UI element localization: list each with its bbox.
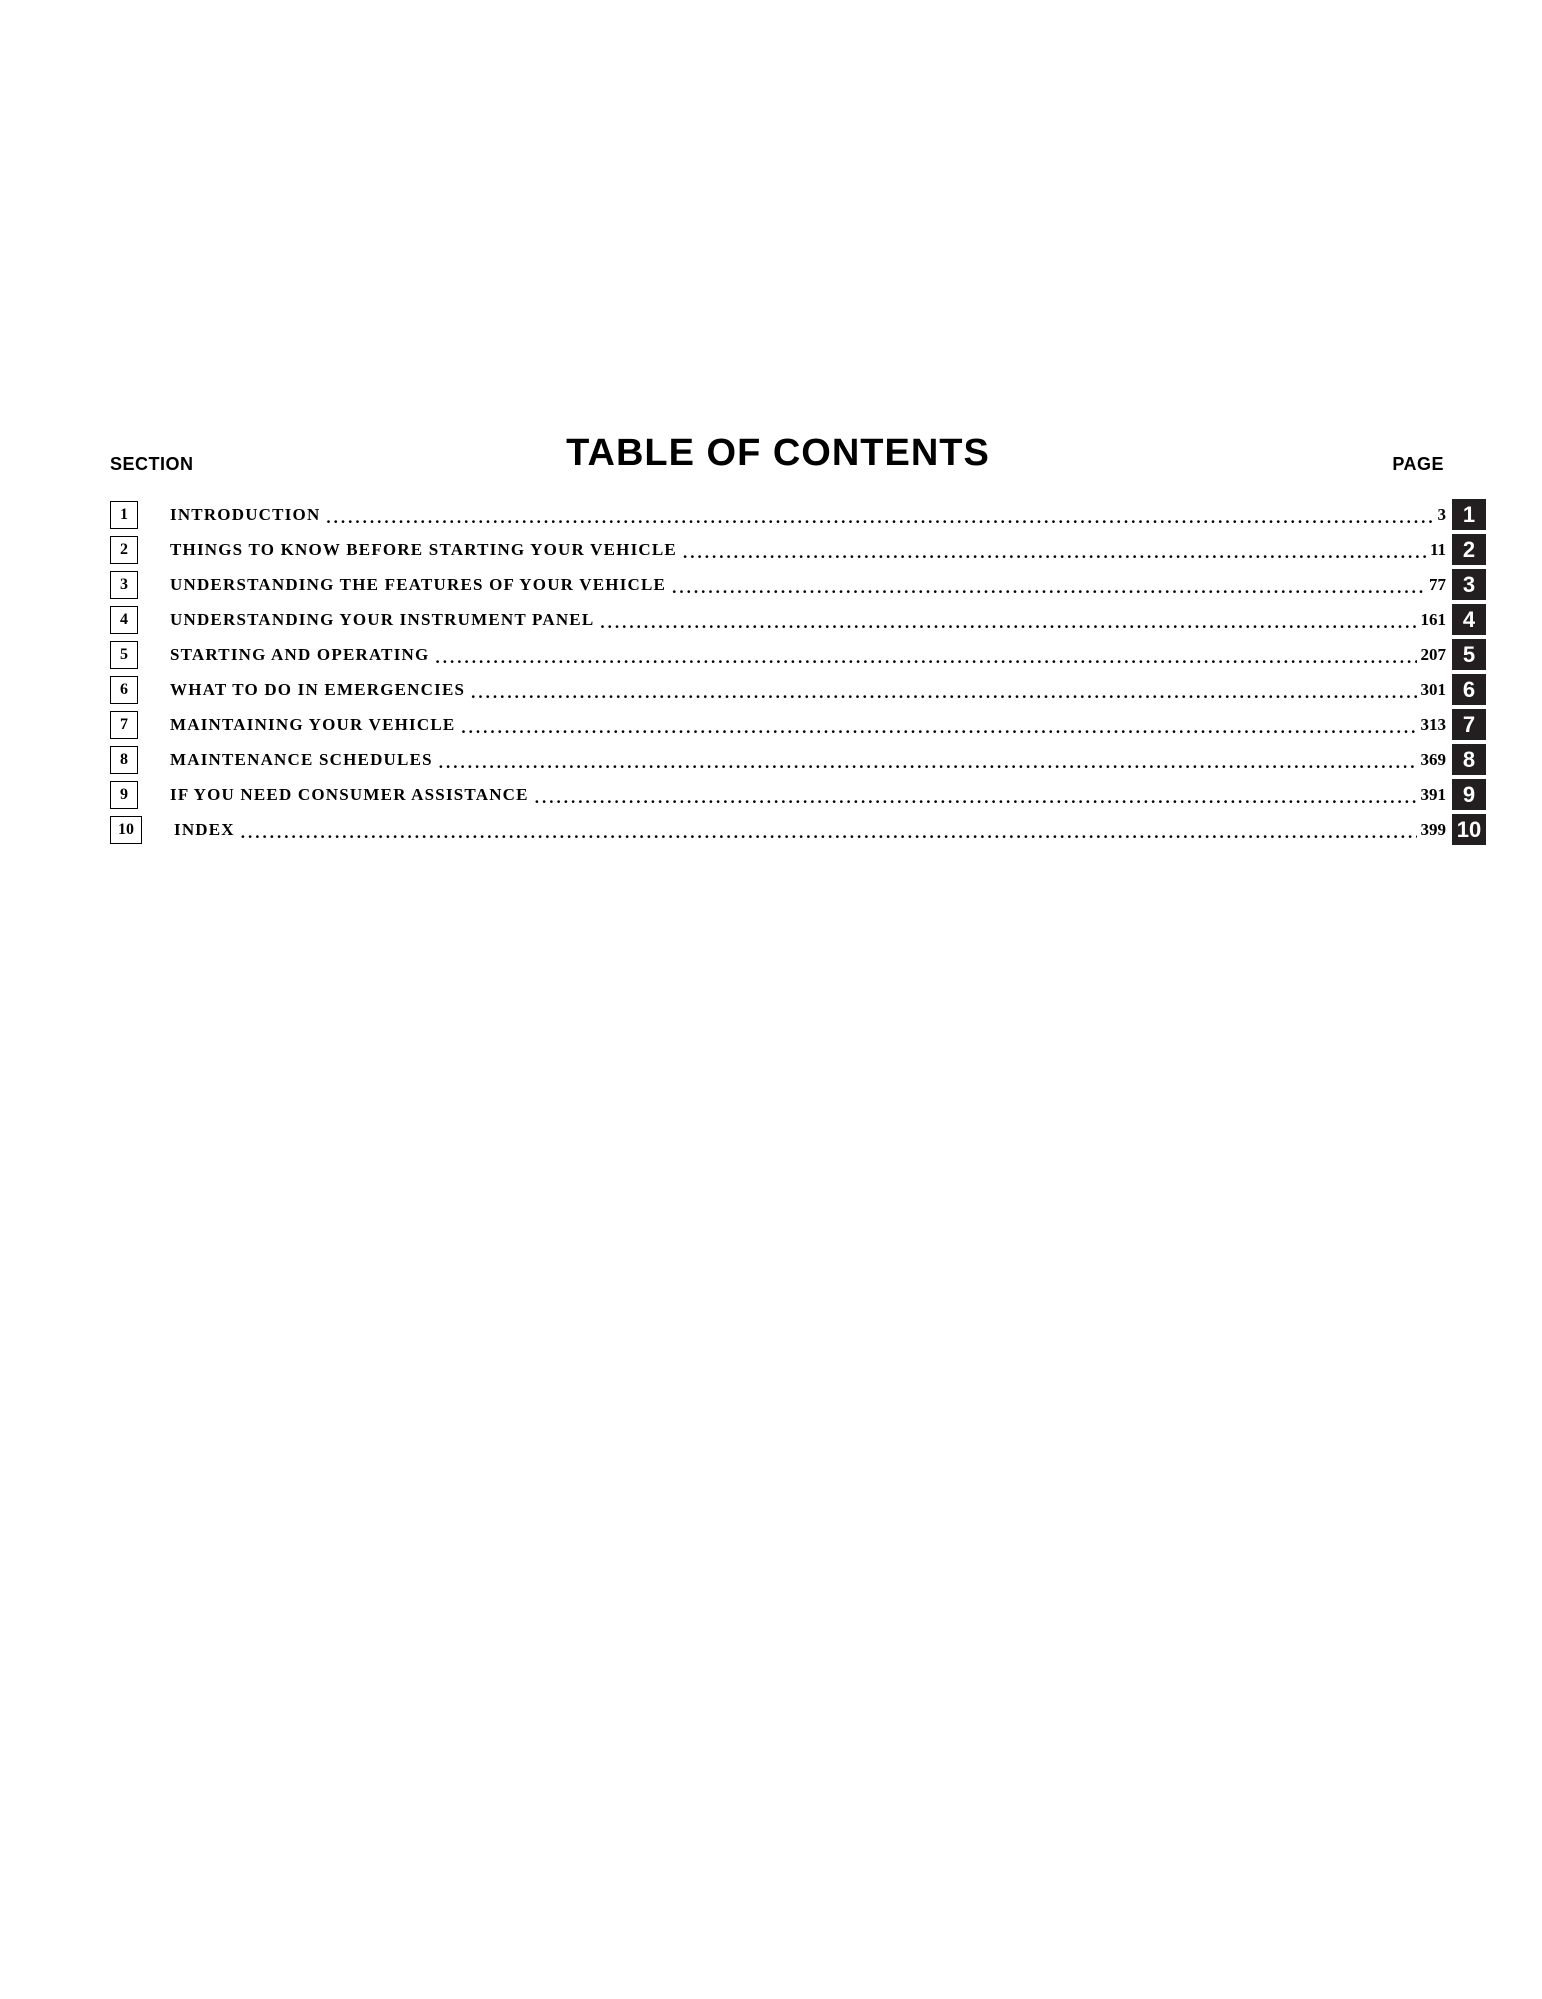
dot-leader: ........................................… — [429, 648, 1416, 668]
toc-entry-title: INDEX — [174, 820, 235, 840]
toc-row: 9 IF YOU NEED CONSUMER ASSISTANCE........… — [110, 777, 1486, 812]
toc-entry-title: UNDERSTANDING YOUR INSTRUMENT PANEL — [170, 610, 594, 630]
toc-row: 5 STARTING AND OPERATING.................… — [110, 637, 1486, 672]
dot-leader: ........................................… — [320, 508, 1433, 528]
toc-page-number: 77 — [1425, 575, 1452, 595]
section-number-box: 1 — [110, 501, 138, 529]
section-number-box: 8 — [110, 746, 138, 774]
section-tab: 10 — [1452, 814, 1486, 845]
section-tab: 7 — [1452, 709, 1486, 740]
page-title: TABLE OF CONTENTS — [230, 432, 1326, 475]
toc-row: 6 WHAT TO DO IN EMERGENCIES..............… — [110, 672, 1486, 707]
toc-page-number: 11 — [1426, 540, 1452, 560]
dot-leader: ........................................… — [465, 683, 1416, 703]
section-number-box: 2 — [110, 536, 138, 564]
dot-leader: ........................................… — [455, 718, 1416, 738]
section-number-box: 7 — [110, 711, 138, 739]
dot-leader: ........................................… — [677, 543, 1426, 563]
toc-page-number: 369 — [1417, 750, 1453, 770]
section-tab: 1 — [1452, 499, 1486, 530]
toc-entry-title: IF YOU NEED CONSUMER ASSISTANCE — [170, 785, 529, 805]
toc-entry-title: STARTING AND OPERATING — [170, 645, 429, 665]
toc-entry-title: MAINTAINING YOUR VEHICLE — [170, 715, 455, 735]
toc-row: 7 MAINTAINING YOUR VEHICLE...............… — [110, 707, 1486, 742]
section-number-box: 10 — [110, 816, 142, 844]
toc-entry-title: WHAT TO DO IN EMERGENCIES — [170, 680, 465, 700]
page-column-label: PAGE — [1366, 454, 1486, 475]
toc-page-number: 399 — [1417, 820, 1453, 840]
toc-page-number: 3 — [1434, 505, 1453, 525]
toc-row: 8 MAINTENANCE SCHEDULES..................… — [110, 742, 1486, 777]
section-number-box: 4 — [110, 606, 138, 634]
toc-page: SECTION TABLE OF CONTENTS PAGE 1 INTRODUC… — [110, 432, 1486, 847]
toc-row: 4 UNDERSTANDING YOUR INSTRUMENT PANEL....… — [110, 602, 1486, 637]
dot-leader: ........................................… — [433, 753, 1417, 773]
section-tab: 5 — [1452, 639, 1486, 670]
toc-row: 3 UNDERSTANDING THE FEATURES OF YOUR VEHI… — [110, 567, 1486, 602]
toc-header-row: SECTION TABLE OF CONTENTS PAGE — [110, 432, 1486, 475]
toc-row: 10 INDEX.................................… — [110, 812, 1486, 847]
toc-page-number: 207 — [1417, 645, 1453, 665]
section-tab: 3 — [1452, 569, 1486, 600]
section-number-box: 9 — [110, 781, 138, 809]
dot-leader: ........................................… — [529, 788, 1417, 808]
section-tab: 8 — [1452, 744, 1486, 775]
dot-leader: ........................................… — [594, 613, 1416, 633]
section-tab: 6 — [1452, 674, 1486, 705]
toc-page-number: 391 — [1417, 785, 1453, 805]
toc-page-number: 161 — [1417, 610, 1453, 630]
section-number-box: 6 — [110, 676, 138, 704]
toc-page-number: 301 — [1417, 680, 1453, 700]
section-number-box: 5 — [110, 641, 138, 669]
toc-entry-title: UNDERSTANDING THE FEATURES OF YOUR VEHIC… — [170, 575, 666, 595]
toc-row: 1 INTRODUCTION...........................… — [110, 497, 1486, 532]
toc-row: 2 THINGS TO KNOW BEFORE STARTING YOUR VEH… — [110, 532, 1486, 567]
section-tab: 9 — [1452, 779, 1486, 810]
dot-leader: ........................................… — [235, 823, 1417, 843]
toc-page-number: 313 — [1417, 715, 1453, 735]
toc-entry-title: THINGS TO KNOW BEFORE STARTING YOUR VEHI… — [170, 540, 677, 560]
toc-entry-title: MAINTENANCE SCHEDULES — [170, 750, 433, 770]
section-tab: 2 — [1452, 534, 1486, 565]
section-tab: 4 — [1452, 604, 1486, 635]
dot-leader: ........................................… — [666, 578, 1425, 598]
section-number-box: 3 — [110, 571, 138, 599]
toc-body: 1 INTRODUCTION...........................… — [110, 497, 1486, 847]
toc-entry-title: INTRODUCTION — [170, 505, 320, 525]
